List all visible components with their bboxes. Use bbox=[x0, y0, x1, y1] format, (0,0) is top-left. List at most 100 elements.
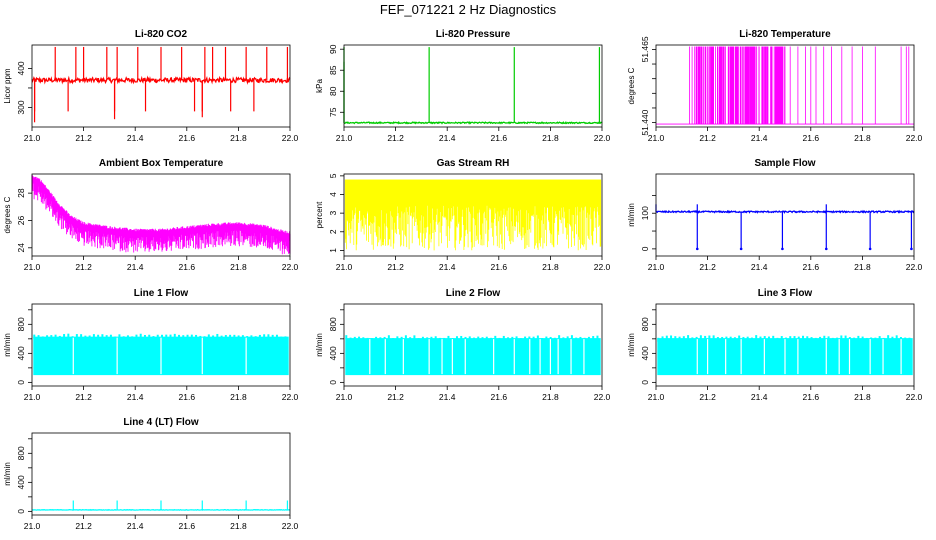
flow-band-edge bbox=[182, 335, 185, 340]
flow-band-edge bbox=[899, 336, 902, 341]
flow-band-edge bbox=[84, 335, 87, 340]
x-tick-label: 21.4 bbox=[127, 392, 144, 402]
chart-panel-1: Li-820 CO2 Licor ppm 21.0 21.2 21.4 21.6 21.8 2… bbox=[3, 29, 299, 143]
chart-panel-3: Li-820 Temperature degrees C 21.0 21.2 21.4 2… bbox=[627, 29, 923, 143]
data-layer bbox=[31, 175, 291, 255]
data-layer bbox=[655, 204, 915, 251]
flow-band-edge bbox=[366, 337, 369, 342]
flow-band-edge bbox=[806, 336, 809, 341]
flow-band-edge bbox=[284, 336, 287, 341]
x-tick-label: 21.0 bbox=[648, 392, 665, 402]
flow-band-edge bbox=[498, 337, 501, 342]
flow-band-edge bbox=[195, 334, 198, 339]
x-tick-label: 21.0 bbox=[24, 133, 41, 143]
flow-band-edge bbox=[793, 336, 796, 341]
plot-frame bbox=[31, 44, 291, 128]
flow-band-edge bbox=[41, 336, 44, 341]
x-tick-label: 21.4 bbox=[439, 392, 456, 402]
flow-band-edge bbox=[583, 337, 586, 342]
x-tick-label: 22.0 bbox=[906, 262, 923, 272]
y-tick-label: 51.440 bbox=[640, 109, 650, 135]
flow-band-edge bbox=[657, 337, 660, 342]
flow-band-edge bbox=[785, 337, 787, 342]
flow-band-edge bbox=[836, 337, 839, 342]
chart-title: Line 3 Flow bbox=[758, 288, 813, 299]
y-tick-label: 0 bbox=[640, 380, 650, 385]
flow-band-edge bbox=[895, 335, 898, 340]
flow-band bbox=[345, 338, 601, 376]
flow-band-edge bbox=[409, 337, 412, 342]
x-tick-label: 21.6 bbox=[803, 133, 820, 143]
flow-band-edge bbox=[532, 336, 535, 341]
flow-band-edge bbox=[203, 336, 206, 341]
x-tick-label: 21.0 bbox=[24, 521, 41, 531]
flow-band-edge bbox=[37, 335, 40, 340]
chart-panel-6: Sample Flow ml/min 21.0 21.2 21.4 21.6 21.8 22.… bbox=[627, 158, 923, 272]
flow-band-edge bbox=[870, 337, 873, 342]
series-line bbox=[343, 120, 603, 125]
flow-band-edge bbox=[464, 336, 467, 341]
y-tick-label: 90 bbox=[328, 44, 338, 54]
chart-panel-8: Line 2 Flow ml/min 21.0 21.2 21.4 21.6 21.8 22.… bbox=[315, 288, 611, 402]
flow-band-edge bbox=[241, 335, 244, 340]
flow-band-edge bbox=[545, 336, 548, 341]
flow-band-edge bbox=[426, 337, 429, 342]
y-axis-label: ml/min bbox=[627, 203, 636, 227]
x-tick-label: 21.2 bbox=[699, 133, 716, 143]
data-layer bbox=[345, 335, 601, 376]
flow-band-edge bbox=[575, 337, 578, 342]
flow-band-edge bbox=[447, 335, 450, 340]
y-axis-label: ml/min bbox=[627, 333, 636, 357]
flow-band-edge bbox=[819, 336, 822, 341]
flow-band-edge bbox=[71, 336, 74, 341]
flow-band-edge bbox=[549, 336, 552, 341]
y-tick-label: 1 bbox=[328, 248, 338, 253]
flow-band-edge bbox=[156, 334, 159, 339]
plot-frame bbox=[343, 44, 603, 128]
y-axis-label: ml/min bbox=[315, 333, 324, 357]
y-axis-label: kPa bbox=[315, 79, 324, 93]
chart-panel-5: Gas Stream RH percent 21.0 21.2 21.4 21.6 21.8… bbox=[315, 158, 611, 272]
y-tick-label: 800 bbox=[16, 446, 26, 460]
flow-band-edge bbox=[50, 335, 53, 340]
data-layer bbox=[657, 335, 913, 376]
flow-band-edge bbox=[229, 334, 232, 339]
flow-band-edge bbox=[75, 334, 78, 339]
flow-band-edge bbox=[67, 333, 70, 338]
flow-band-edge bbox=[789, 336, 792, 341]
flow-band-edge bbox=[670, 335, 673, 340]
flow-band-edge bbox=[468, 336, 471, 341]
flow-band-edge bbox=[345, 335, 348, 340]
x-tick-label: 21.4 bbox=[751, 392, 768, 402]
flow-band-edge bbox=[101, 334, 104, 339]
plot-frame bbox=[31, 173, 291, 257]
flow-band-edge bbox=[88, 335, 91, 340]
y-tick-label: 80 bbox=[328, 86, 338, 96]
x-tick-label: 21.4 bbox=[127, 262, 144, 272]
x-tick-label: 21.8 bbox=[230, 262, 247, 272]
x-tick-label: 21.4 bbox=[439, 262, 456, 272]
x-tick-label: 21.8 bbox=[542, 392, 559, 402]
flow-band-edge bbox=[823, 335, 826, 340]
flow-band-edge bbox=[738, 335, 741, 340]
flow-band-edge bbox=[417, 338, 420, 343]
flow-band-edge bbox=[135, 334, 138, 339]
x-tick-label: 21.4 bbox=[751, 133, 768, 143]
chart-title: Sample Flow bbox=[754, 158, 815, 169]
flow-band-edge bbox=[891, 336, 894, 341]
flow-band-edge bbox=[387, 335, 390, 340]
y-tick-label: 400 bbox=[16, 475, 26, 489]
spike-point bbox=[781, 247, 784, 251]
flow-band-edge bbox=[220, 335, 223, 340]
ambient-temp-series bbox=[31, 175, 291, 255]
flow-band-edge bbox=[199, 335, 202, 340]
flow-band-edge bbox=[161, 334, 163, 339]
x-tick-label: 21.0 bbox=[648, 262, 665, 272]
flow-band-edge bbox=[746, 336, 749, 341]
flow-band-edge bbox=[691, 337, 694, 342]
data-layer bbox=[31, 46, 291, 123]
flow-band-edge bbox=[421, 336, 424, 341]
flow-band-edge bbox=[148, 334, 151, 339]
x-tick-label: 21.6 bbox=[179, 262, 196, 272]
flow-band-edge bbox=[485, 336, 488, 341]
